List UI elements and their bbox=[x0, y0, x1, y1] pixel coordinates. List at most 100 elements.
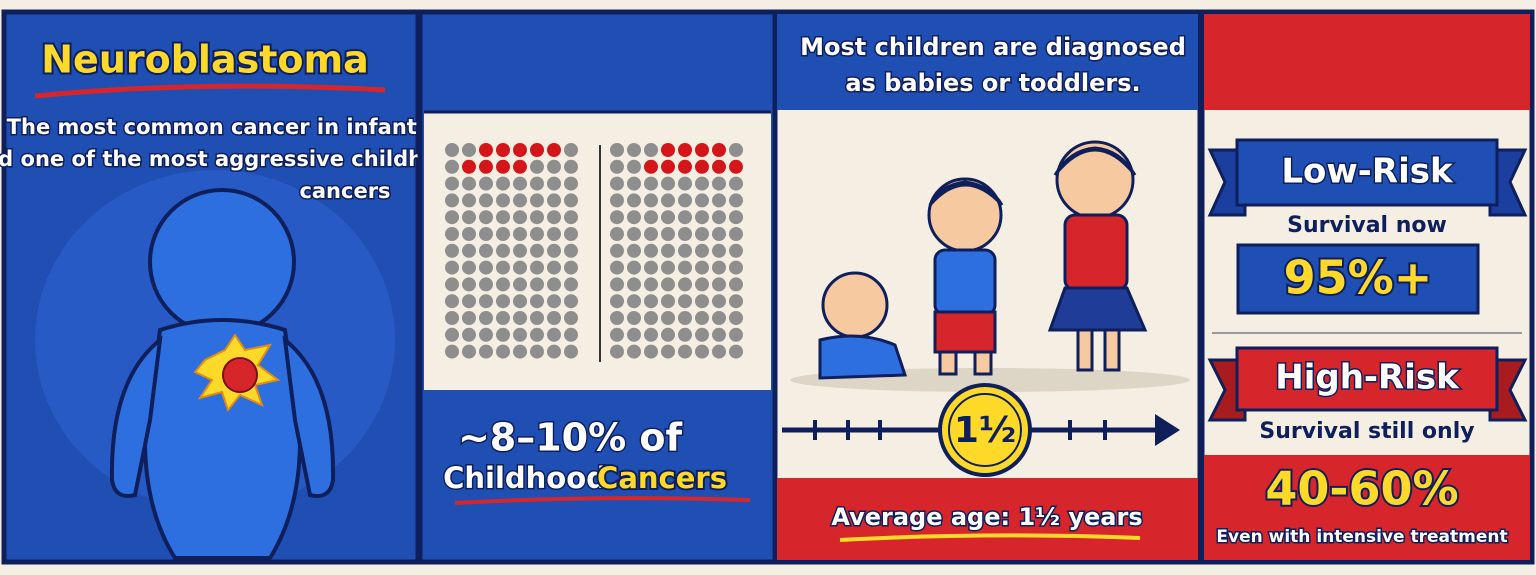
dot bbox=[678, 260, 692, 275]
dot bbox=[496, 277, 510, 292]
dot bbox=[462, 176, 476, 191]
dot bbox=[644, 344, 658, 359]
dot bbox=[610, 327, 624, 342]
dot bbox=[445, 243, 459, 258]
dot bbox=[644, 210, 658, 225]
dot bbox=[678, 143, 692, 157]
dot bbox=[479, 227, 493, 241]
dot bbox=[496, 294, 510, 309]
dot bbox=[479, 143, 493, 157]
dot bbox=[547, 143, 561, 157]
risk-note: Even with intensive treatment bbox=[1216, 527, 1507, 547]
dot bbox=[712, 277, 726, 292]
badge-ring bbox=[948, 393, 1022, 467]
dot bbox=[644, 294, 658, 309]
dot bbox=[661, 260, 675, 275]
dot bbox=[610, 176, 624, 191]
dot bbox=[547, 193, 561, 208]
dot bbox=[695, 294, 709, 309]
dot bbox=[695, 193, 709, 208]
arm bbox=[109, 335, 163, 498]
risk-value: 40-60% bbox=[1265, 462, 1458, 516]
dot bbox=[530, 327, 544, 342]
dot bbox=[644, 243, 658, 258]
toddler-shirt bbox=[933, 248, 997, 317]
dot bbox=[479, 193, 493, 208]
dot bbox=[695, 277, 709, 292]
dot bbox=[547, 327, 561, 342]
underline bbox=[454, 496, 751, 505]
dot bbox=[530, 143, 544, 157]
heading-line: Most children are diagnosed bbox=[800, 33, 1186, 61]
dot bbox=[564, 193, 578, 208]
timeline-ticks bbox=[813, 420, 1107, 440]
dot bbox=[462, 260, 476, 275]
dot bbox=[661, 294, 675, 309]
dot bbox=[627, 344, 641, 359]
dot bbox=[445, 294, 459, 309]
dot bbox=[644, 260, 658, 275]
dot bbox=[445, 344, 459, 359]
dot bbox=[496, 143, 510, 157]
dot bbox=[729, 327, 743, 342]
dot bbox=[462, 311, 476, 325]
title: Neuroblastoma bbox=[41, 38, 368, 82]
dot bbox=[610, 243, 624, 258]
dot bbox=[712, 159, 726, 174]
dot bbox=[729, 294, 743, 309]
dot bbox=[547, 260, 561, 275]
dot bbox=[712, 311, 726, 325]
girl-skirt bbox=[1047, 286, 1148, 332]
dot bbox=[644, 176, 658, 191]
badge-text: 1½ bbox=[954, 410, 1016, 451]
panel-percentage: ~8–10% of Childhood Cancers bbox=[417, 9, 778, 565]
dot bbox=[644, 277, 658, 292]
dot bbox=[496, 243, 510, 258]
dot bbox=[678, 327, 692, 342]
arm bbox=[282, 335, 336, 498]
dot bbox=[661, 327, 675, 342]
dot bbox=[712, 176, 726, 191]
dot bbox=[644, 327, 658, 342]
stat: ~8–10% of bbox=[458, 416, 683, 460]
dot bbox=[513, 260, 527, 275]
label: Childhood bbox=[443, 461, 607, 495]
dot bbox=[661, 210, 675, 225]
dot bbox=[644, 193, 658, 208]
dot bbox=[678, 193, 692, 208]
dot bbox=[564, 159, 578, 174]
dot bbox=[661, 344, 675, 359]
dot bbox=[513, 277, 527, 292]
dot bbox=[462, 243, 476, 258]
dot bbox=[547, 311, 561, 325]
header-bg bbox=[777, 14, 1198, 110]
leg bbox=[1076, 328, 1094, 372]
dot bbox=[627, 260, 641, 275]
risk-title: High-Risk bbox=[1275, 358, 1460, 398]
dot bbox=[564, 143, 578, 157]
panel-age: Most children are diagnosed as babies or… bbox=[772, 9, 1203, 565]
dot bbox=[644, 159, 658, 174]
dot bbox=[496, 193, 510, 208]
dot bbox=[627, 193, 641, 208]
dot bbox=[513, 311, 527, 325]
leg bbox=[973, 350, 993, 376]
arrowhead bbox=[1155, 414, 1180, 446]
dot bbox=[661, 227, 675, 241]
dot bbox=[712, 327, 726, 342]
dot bbox=[479, 159, 493, 174]
dot bbox=[678, 159, 692, 174]
dot bbox=[729, 344, 743, 359]
dot bbox=[695, 227, 709, 241]
dot bbox=[445, 159, 459, 174]
dot bbox=[564, 227, 578, 241]
dot bbox=[479, 327, 493, 342]
risk-label: Survival still only bbox=[1259, 419, 1474, 444]
dot bbox=[695, 210, 709, 225]
dot bbox=[695, 176, 709, 191]
dot bbox=[729, 210, 743, 225]
panel-neuroblastoma: Neuroblastoma The most common cancer in … bbox=[0, 9, 468, 565]
dot bbox=[564, 294, 578, 309]
dot bbox=[445, 143, 459, 157]
dot bbox=[496, 210, 510, 225]
